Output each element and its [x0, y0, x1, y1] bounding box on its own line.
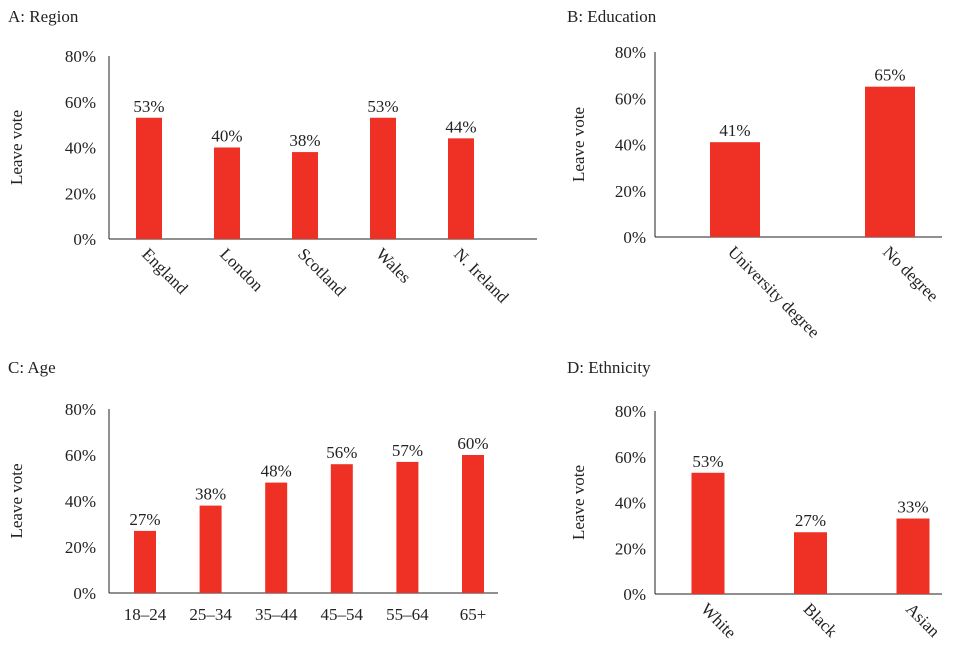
x-tick-label: White [697, 599, 740, 642]
data-label: 53% [692, 452, 723, 471]
y-tick-label: 20% [65, 184, 96, 203]
bar [794, 532, 827, 594]
data-label: 38% [289, 131, 320, 150]
y-tick-label: 20% [615, 539, 646, 558]
y-axis-label: Leave vote [569, 465, 588, 540]
x-tick-label: Asian [902, 599, 944, 641]
chart-title: B: Education [567, 7, 657, 26]
x-tick-label: 55–64 [386, 605, 429, 624]
y-tick-label: 40% [65, 492, 96, 511]
chart-panel-2: C: Age 0% 20% 40% 60% 80% Leave vote 27% 18–24 38… [7, 358, 498, 624]
y-tick-label: 40% [615, 494, 646, 513]
bar [292, 152, 318, 239]
y-tick-label: 80% [65, 400, 96, 419]
y-tick-label: 60% [65, 446, 96, 465]
y-tick-label: 80% [615, 402, 646, 421]
bar [865, 86, 915, 237]
data-label: 53% [133, 97, 164, 116]
x-tick-label: Scotland [294, 244, 350, 300]
y-tick-label: 40% [615, 136, 646, 155]
x-tick-label: 45–54 [321, 605, 364, 624]
x-tick-label: London [216, 244, 267, 295]
y-tick-label: 80% [65, 47, 96, 66]
bar [134, 530, 156, 593]
x-tick-label: No degree [879, 242, 942, 305]
y-tick-label: 60% [615, 89, 646, 108]
y-tick-label: 0% [623, 228, 646, 247]
bar [199, 505, 222, 593]
y-tick-label: 20% [65, 538, 96, 557]
x-tick-label: University degree [724, 242, 823, 341]
data-label: 48% [261, 462, 292, 481]
chart-panel-0: A: Region 0% 20% 40% 60% 80% Leave vote 53% Engl… [7, 7, 537, 307]
data-label: 44% [445, 117, 476, 136]
bar [265, 482, 288, 593]
chart-title: A: Region [8, 7, 79, 26]
y-tick-label: 20% [615, 182, 646, 201]
chart-title: D: Ethnicity [567, 358, 651, 377]
x-tick-label: 35–44 [255, 605, 298, 624]
chart-title: C: Age [8, 358, 56, 377]
data-label: 41% [719, 121, 750, 140]
y-tick-label: 60% [615, 448, 646, 467]
chart-panel-3: D: Ethnicity 0% 20% 40% 60% 80% Leave vote 53% W… [567, 358, 944, 642]
bar [710, 142, 760, 237]
bar [896, 518, 930, 594]
data-label: 57% [392, 441, 423, 460]
bar [370, 117, 396, 239]
data-label: 38% [195, 485, 226, 504]
bar [691, 472, 725, 594]
chart-panel-1: B: Education 0% 20% 40% 60% 80% Leave vote 41% U… [567, 7, 942, 342]
data-label: 65% [874, 66, 905, 85]
data-label: 27% [795, 511, 826, 530]
y-tick-label: 0% [623, 585, 646, 604]
data-label: 40% [211, 127, 242, 146]
x-tick-label: 18–24 [124, 605, 167, 624]
bar [136, 117, 162, 239]
y-tick-label: 80% [615, 43, 646, 62]
data-label: 33% [897, 498, 928, 517]
y-tick-label: 0% [73, 584, 96, 603]
y-tick-label: 60% [65, 93, 96, 112]
bar [448, 138, 474, 239]
data-label: 53% [367, 97, 398, 116]
x-tick-label: 65+ [460, 605, 487, 624]
y-axis-label: Leave vote [569, 107, 588, 182]
x-tick-label: 25–34 [189, 605, 232, 624]
data-label: 27% [129, 510, 160, 529]
bar [396, 461, 419, 593]
x-tick-label: Black [800, 599, 842, 641]
y-tick-label: 40% [65, 139, 96, 158]
bar [462, 455, 484, 593]
data-label: 56% [326, 443, 357, 462]
x-tick-label: N. Ireland [450, 244, 513, 307]
data-label: 60% [457, 434, 488, 453]
x-tick-label: England [138, 244, 192, 298]
y-axis-label: Leave vote [7, 463, 26, 538]
bar [330, 464, 353, 593]
y-axis-label: Leave vote [7, 110, 26, 185]
bar [214, 147, 240, 239]
y-tick-label: 0% [73, 230, 96, 249]
x-tick-label: Wales [372, 244, 415, 287]
